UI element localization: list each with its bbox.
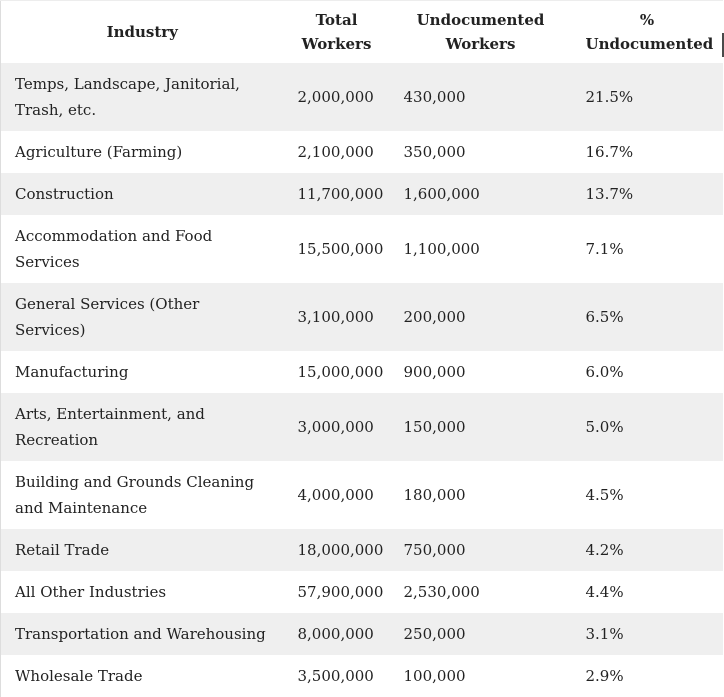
- table-row: General Services (Other Services) 3,100,…: [0, 283, 723, 351]
- table-row: Wholesale Trade 3,500,000 100,000 2.9%: [0, 655, 723, 697]
- column-header-industry: Industry: [0, 0, 284, 63]
- undocumented-workers-cell: 250,000: [389, 613, 572, 655]
- total-workers-cell: 57,900,000: [283, 571, 390, 613]
- pct-undocumented-cell: 6.0%: [571, 351, 723, 393]
- industry-cell: General Services (Other Services): [0, 283, 284, 351]
- total-workers-cell: 4,000,000: [283, 461, 390, 529]
- total-workers-cell: 15,500,000: [283, 215, 390, 283]
- table-row: All Other Industries 57,900,000 2,530,00…: [0, 571, 723, 613]
- pct-undocumented-cell: 7.1%: [571, 215, 723, 283]
- undocumented-workers-cell: 1,600,000: [389, 173, 572, 215]
- industry-cell: Accommodation and Food Services: [0, 215, 284, 283]
- table-row: Building and Grounds Cleaning and Mainte…: [0, 461, 723, 529]
- header-row: Industry Total Workers Undocumented Work…: [0, 0, 723, 63]
- header-right-edge-mark: [722, 33, 724, 57]
- undocumented-workers-cell: 150,000: [389, 393, 572, 461]
- undocumented-workers-cell: 1,100,000: [389, 215, 572, 283]
- total-workers-cell: 2,100,000: [283, 131, 390, 173]
- column-header-total-workers: Total Workers: [283, 0, 390, 63]
- industry-cell: Wholesale Trade: [0, 655, 284, 697]
- pct-undocumented-cell: 4.5%: [571, 461, 723, 529]
- total-workers-cell: 18,000,000: [283, 529, 390, 571]
- industry-cell: All Other Industries: [0, 571, 284, 613]
- undocumented-workers-cell: 100,000: [389, 655, 572, 697]
- total-workers-cell: 8,000,000: [283, 613, 390, 655]
- undocumented-workers-cell: 350,000: [389, 131, 572, 173]
- pct-undocumented-cell: 4.4%: [571, 571, 723, 613]
- pct-undocumented-cell: 4.2%: [571, 529, 723, 571]
- pct-undocumented-cell: 6.5%: [571, 283, 723, 351]
- table-row: Accommodation and Food Services 15,500,0…: [0, 215, 723, 283]
- table-row: Agriculture (Farming) 2,100,000 350,000 …: [0, 131, 723, 173]
- pct-undocumented-cell: 3.1%: [571, 613, 723, 655]
- undocumented-workers-cell: 750,000: [389, 529, 572, 571]
- pct-undocumented-cell: 5.0%: [571, 393, 723, 461]
- column-header-undocumented-workers: Undocumented Workers: [389, 0, 572, 63]
- table-row: Construction 11,700,000 1,600,000 13.7%: [0, 173, 723, 215]
- table-row: Manufacturing 15,000,000 900,000 6.0%: [0, 351, 723, 393]
- undocumented-workers-cell: 180,000: [389, 461, 572, 529]
- table-row: Retail Trade 18,000,000 750,000 4.2%: [0, 529, 723, 571]
- total-workers-cell: 15,000,000: [283, 351, 390, 393]
- table-row: Transportation and Warehousing 8,000,000…: [0, 613, 723, 655]
- industry-cell: Temps, Landscape, Janitorial, Trash, etc…: [0, 63, 284, 131]
- undocumented-workers-cell: 2,530,000: [389, 571, 572, 613]
- total-workers-cell: 2,000,000: [283, 63, 390, 131]
- pct-undocumented-cell: 21.5%: [571, 63, 723, 131]
- total-workers-cell: 11,700,000: [283, 173, 390, 215]
- industry-cell: Manufacturing: [0, 351, 284, 393]
- industry-cell: Building and Grounds Cleaning and Mainte…: [0, 461, 284, 529]
- industry-cell: Construction: [0, 173, 284, 215]
- industry-cell: Transportation and Warehousing: [0, 613, 284, 655]
- pct-undocumented-cell: 2.9%: [571, 655, 723, 697]
- undocumented-workers-cell: 430,000: [389, 63, 572, 131]
- total-workers-cell: 3,000,000: [283, 393, 390, 461]
- industry-cell: Agriculture (Farming): [0, 131, 284, 173]
- table-row: Temps, Landscape, Janitorial, Trash, etc…: [0, 63, 723, 131]
- undocumented-workers-cell: 200,000: [389, 283, 572, 351]
- total-workers-cell: 3,100,000: [283, 283, 390, 351]
- undocumented-workers-cell: 900,000: [389, 351, 572, 393]
- industry-cell: Retail Trade: [0, 529, 284, 571]
- column-header-pct-undocumented: % Undocumented: [571, 0, 723, 63]
- industry-cell: Arts, Entertainment, and Recreation: [0, 393, 284, 461]
- pct-undocumented-cell: 16.7%: [571, 131, 723, 173]
- pct-undocumented-cell: 13.7%: [571, 173, 723, 215]
- total-workers-cell: 3,500,000: [283, 655, 390, 697]
- table-row: Arts, Entertainment, and Recreation 3,00…: [0, 393, 723, 461]
